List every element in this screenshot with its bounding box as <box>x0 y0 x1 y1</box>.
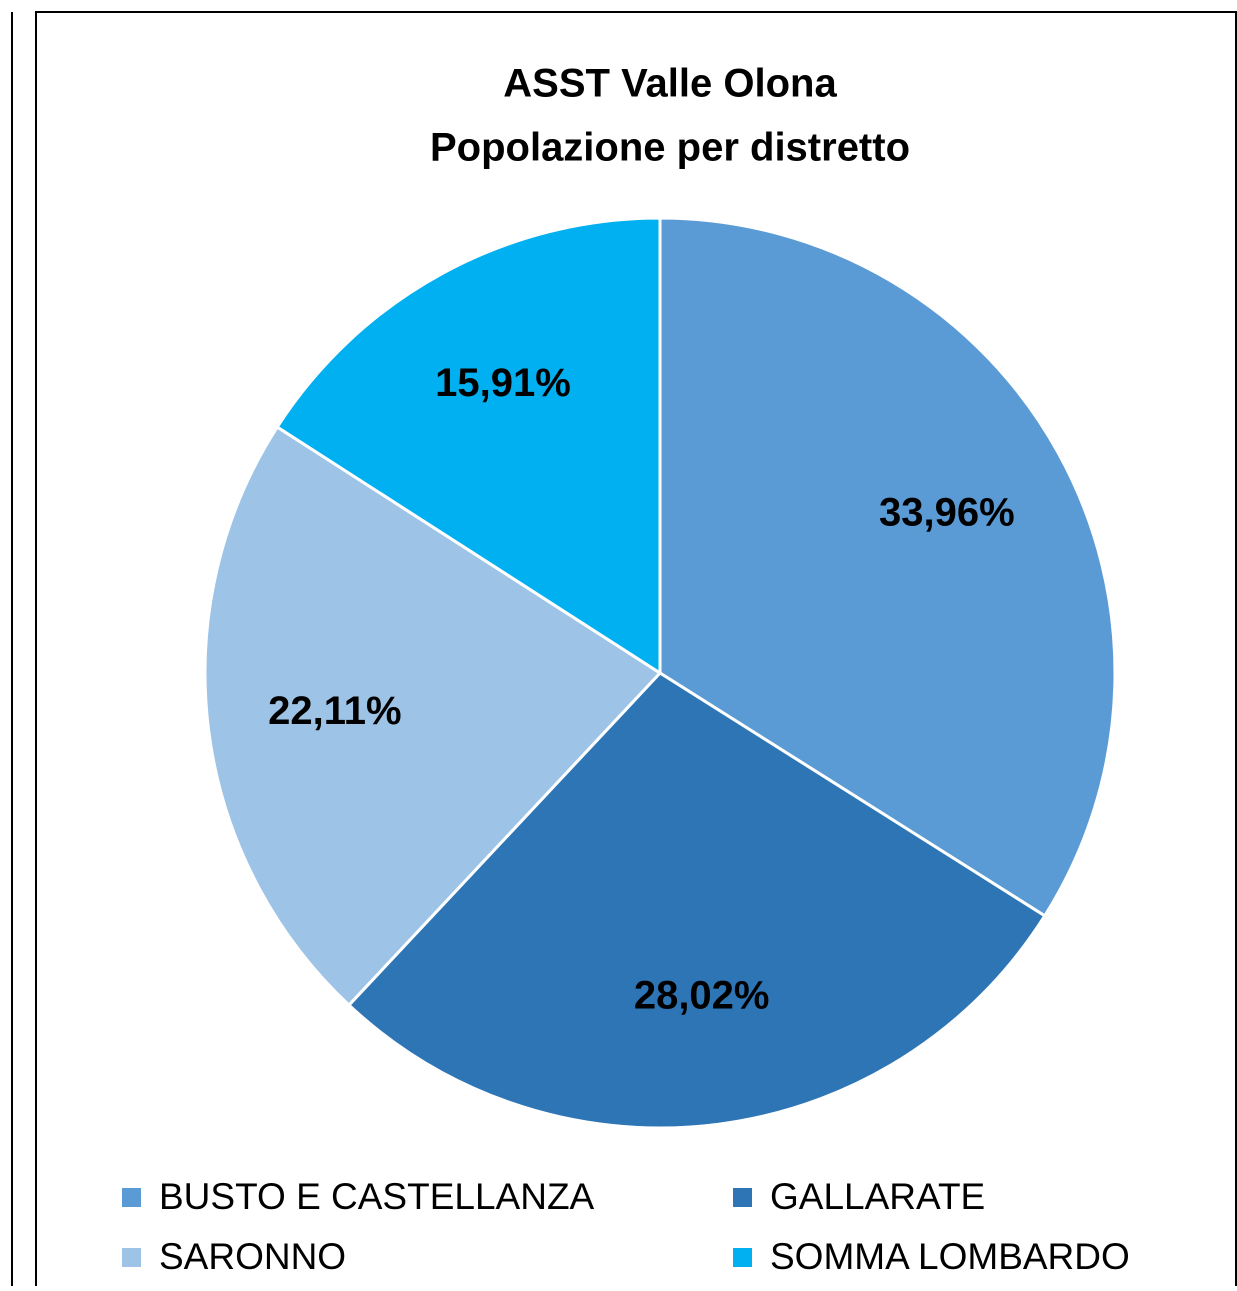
legend-label: SARONNO <box>159 1236 346 1277</box>
pie-slice <box>203 424 663 1008</box>
data-label: 15,91% <box>435 361 571 405</box>
data-label: 22,11% <box>268 689 401 733</box>
pie-slice <box>658 216 1117 918</box>
chart-subtitle: Popolazione per distretto <box>430 126 910 170</box>
legend-swatch <box>122 1248 141 1267</box>
legend-label: SOMMA LOMBARDO <box>770 1236 1130 1277</box>
data-label: 33,96% <box>879 490 1015 534</box>
legend-label: BUSTO E CASTELLANZA <box>159 1176 595 1217</box>
legend-swatch <box>733 1248 752 1267</box>
legend-label: GALLARATE <box>770 1176 985 1217</box>
legend-swatch <box>122 1188 141 1207</box>
pie-slice <box>346 671 1047 1130</box>
pie-slice <box>275 216 662 676</box>
legend-swatch <box>733 1188 752 1207</box>
chart-title: ASST Valle Olona <box>503 62 837 106</box>
data-label: 28,02% <box>634 974 770 1018</box>
